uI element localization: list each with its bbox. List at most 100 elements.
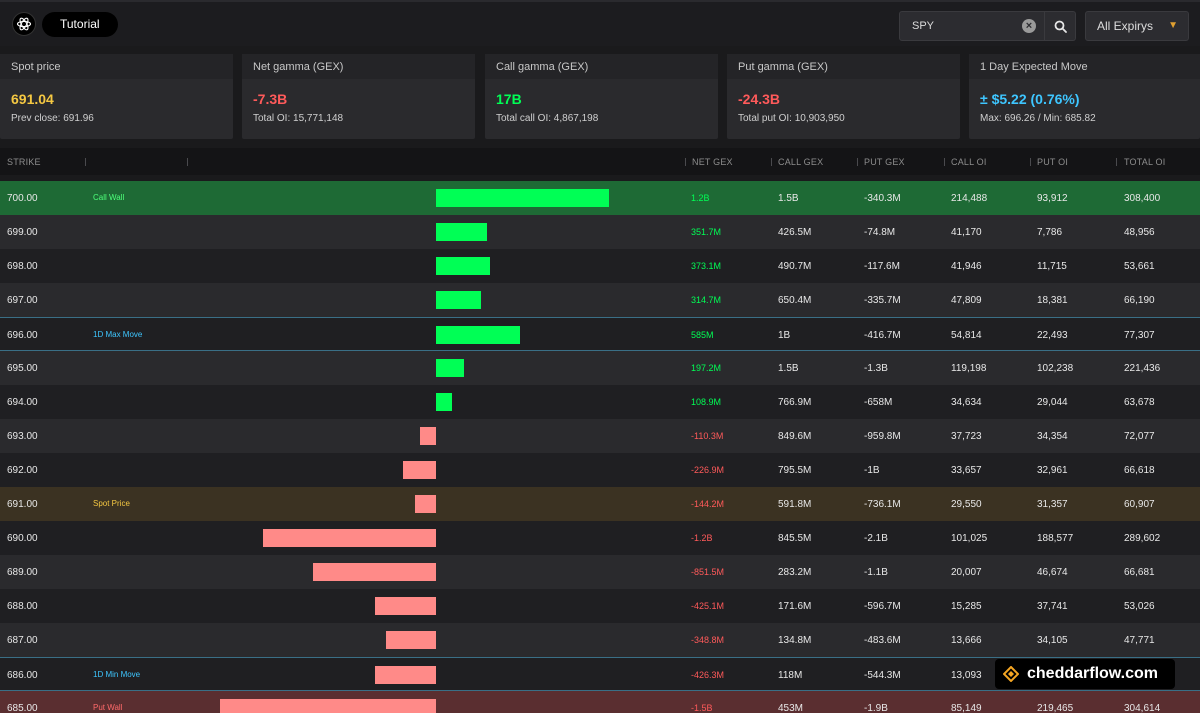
card-expected-move: 1 Day Expected Move ± $5.22 (0.76%) Max:…: [969, 54, 1200, 139]
net-gex-cell: -1.5B: [691, 703, 713, 713]
strike-cell: 686.00: [7, 670, 38, 681]
strike-cell: 691.00: [7, 499, 38, 510]
net-gex-bar: [415, 495, 436, 513]
level-label: Put Wall: [93, 703, 123, 712]
net-gex-cell: -144.2M: [691, 499, 725, 509]
table-row[interactable]: 688.00 -425.1M 171.6M -596.7M 15,285 37,741 53…: [0, 589, 1200, 623]
net-gex-bar: [385, 631, 436, 649]
clear-icon[interactable]: ×: [1022, 19, 1036, 33]
call-gex-cell: 1B: [778, 330, 791, 341]
put-gex-cell: -483.6M: [864, 635, 901, 646]
total-oi-cell: 289,602: [1124, 533, 1161, 544]
total-oi-cell: 66,681: [1124, 567, 1155, 578]
card-subtext: Total put OI: 10,903,950: [738, 113, 845, 124]
column-separator: [685, 158, 686, 166]
search-icon: [1054, 20, 1067, 33]
total-oi-cell: 77,307: [1124, 330, 1155, 341]
strike-cell: 697.00: [7, 295, 38, 306]
call-gex-cell: 766.9M: [778, 397, 812, 408]
tutorial-button[interactable]: Tutorial: [42, 12, 118, 37]
net-gex-cell: -851.5M: [691, 567, 725, 577]
put-oi-cell: 34,354: [1037, 431, 1068, 442]
put-oi-cell: 93,912: [1037, 193, 1068, 204]
card-title: Call gamma (GEX): [485, 54, 718, 79]
net-gex-bar: [436, 257, 490, 275]
call-oi-cell: 15,285: [951, 601, 982, 612]
total-oi-cell: 66,190: [1124, 295, 1155, 306]
card-value: -7.3B: [253, 91, 288, 107]
net-gex-cell: 373.1M: [691, 261, 722, 271]
table-row[interactable]: 689.00 -851.5M 283.2M -1.1B 20,007 46,674 66,6…: [0, 555, 1200, 589]
chevron-down-icon: ▼: [1168, 20, 1178, 31]
search-button[interactable]: [1045, 11, 1076, 41]
net-gex-bar: [313, 563, 436, 581]
strike-cell: 692.00: [7, 465, 38, 476]
column-header-call-oi[interactable]: CALL OI: [951, 157, 987, 167]
column-separator: [1116, 158, 1117, 166]
column-header-strike[interactable]: STRIKE: [7, 157, 41, 167]
net-gex-bar: [374, 597, 436, 615]
call-oi-cell: 34,634: [951, 397, 982, 408]
column-header-net-gex[interactable]: NET GEX: [692, 157, 733, 167]
strike-cell: 688.00: [7, 601, 38, 612]
net-gex-bar: [436, 326, 521, 344]
column-separator: [944, 158, 945, 166]
cheddarflow-logo-icon: [1003, 666, 1019, 682]
table-row[interactable]: 694.00 108.9M 766.9M -658M 34,634 29,044 63,67…: [0, 385, 1200, 419]
net-gex-bar: [436, 189, 609, 207]
card-subtext: Prev close: 691.96: [11, 113, 94, 124]
net-gex-cell: 197.2M: [691, 363, 722, 373]
total-oi-cell: 308,400: [1124, 193, 1161, 204]
net-gex-bar: [436, 223, 487, 241]
net-gex-cell: 108.9M: [691, 397, 722, 407]
top-bar: Tutorial × All Expirys ▼: [0, 0, 1200, 46]
table-row[interactable]: 685.00 Put Wall -1.5B 453M -1.9B 85,149 219,46…: [0, 691, 1200, 713]
card-value: -24.3B: [738, 91, 781, 107]
column-header-call-gex[interactable]: CALL GEX: [778, 157, 824, 167]
card-title: Put gamma (GEX): [727, 54, 960, 79]
put-oi-cell: 22,493: [1037, 330, 1068, 341]
put-oi-cell: 32,961: [1037, 465, 1068, 476]
call-gex-cell: 490.7M: [778, 261, 812, 272]
call-oi-cell: 47,809: [951, 295, 982, 306]
call-gex-cell: 283.2M: [778, 567, 812, 578]
expiry-select[interactable]: All Expirys ▼: [1085, 11, 1189, 41]
net-gex-bar: [436, 291, 482, 309]
put-gex-cell: -74.8M: [864, 227, 896, 238]
table-row[interactable]: 697.00 314.7M 650.4M -335.7M 47,809 18,381 66,…: [0, 283, 1200, 317]
table-row[interactable]: 692.00 -226.9M 795.5M -1B 33,657 32,961 66,618: [0, 453, 1200, 487]
call-oi-cell: 13,093: [951, 670, 982, 681]
table-row[interactable]: 700.00 Call Wall 1.2B 1.5B -340.3M 214,488 93,…: [0, 181, 1200, 215]
strike-cell: 699.00: [7, 227, 38, 238]
app-logo[interactable]: [12, 12, 36, 36]
column-header-put-oi[interactable]: PUT OI: [1037, 157, 1069, 167]
card-put-gamma: Put gamma (GEX) -24.3B Total put OI: 10,…: [727, 54, 960, 139]
total-oi-cell: 60,907: [1124, 499, 1155, 510]
column-header-put-gex[interactable]: PUT GEX: [864, 157, 905, 167]
net-gex-bar: [374, 666, 436, 684]
put-oi-cell: 37,741: [1037, 601, 1068, 612]
put-gex-cell: -1.3B: [864, 363, 888, 374]
call-gex-cell: 650.4M: [778, 295, 812, 306]
table-row[interactable]: 693.00 -110.3M 849.6M -959.8M 37,723 34,354 72…: [0, 419, 1200, 453]
table-row[interactable]: 695.00 197.2M 1.5B -1.3B 119,198 102,238 221,4…: [0, 351, 1200, 385]
total-oi-cell: 66,618: [1124, 465, 1155, 476]
table-row[interactable]: 698.00 373.1M 490.7M -117.6M 41,946 11,715 53,…: [0, 249, 1200, 283]
column-header-total-oi[interactable]: TOTAL OI: [1124, 157, 1166, 167]
level-label: 1D Max Move: [93, 330, 143, 339]
table-row[interactable]: 687.00 -348.8M 134.8M -483.6M 13,666 34,105 47…: [0, 623, 1200, 657]
table-row[interactable]: 696.00 1D Max Move 585M 1B -416.7M 54,814 22,4…: [0, 317, 1200, 351]
strike-cell: 694.00: [7, 397, 38, 408]
strike-cell: 690.00: [7, 533, 38, 544]
net-gex-cell: -226.9M: [691, 465, 725, 475]
card-subtext: Max: 696.26 / Min: 685.82: [980, 113, 1096, 124]
card-spot-price: Spot price 691.04 Prev close: 691.96: [0, 54, 233, 139]
ticker-search-input[interactable]: [900, 12, 1044, 40]
table-row[interactable]: 690.00 -1.2B 845.5M -2.1B 101,025 188,577 289,…: [0, 521, 1200, 555]
call-gex-cell: 453M: [778, 703, 804, 713]
put-gex-cell: -340.3M: [864, 193, 901, 204]
put-gex-cell: -2.1B: [864, 533, 888, 544]
table-row[interactable]: 699.00 351.7M 426.5M -74.8M 41,170 7,786 48,95…: [0, 215, 1200, 249]
net-gex-cell: 351.7M: [691, 227, 722, 237]
table-row[interactable]: 691.00 Spot Price -144.2M 591.8M -736.1M 29,5…: [0, 487, 1200, 521]
